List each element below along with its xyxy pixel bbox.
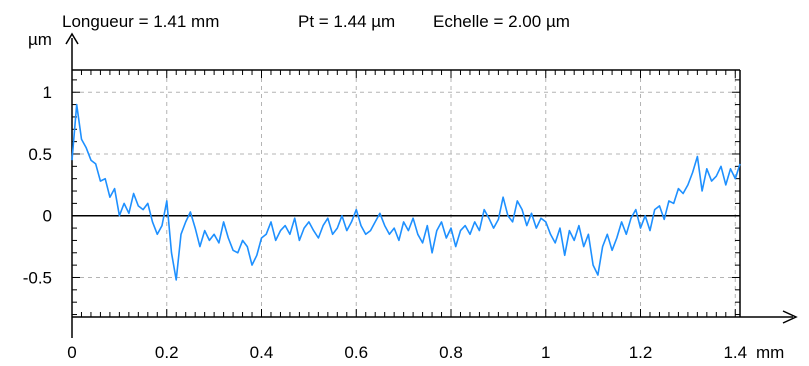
length-label: Longueur = 1.41 mm: [62, 12, 219, 31]
y-unit-label: µm: [28, 30, 52, 49]
scale-label: Echelle = 2.00 µm: [433, 12, 570, 31]
grid-layer: [72, 70, 740, 317]
x-axis-arrow: [782, 310, 798, 324]
x-tick-label: 1.4: [723, 343, 747, 361]
x-tick-label: 0.2: [155, 343, 179, 361]
x-tick-label: 1: [541, 343, 550, 361]
x-tick-label: 0.8: [439, 343, 463, 361]
y-tick-label: 0: [43, 207, 52, 226]
profile-line: [71, 103, 741, 281]
x-tick-label: 0: [67, 343, 76, 361]
y-axis-arrow: [65, 32, 79, 45]
header-layer: µm Longueur = 1.41 mm Pt = 1.44 µm Echel…: [28, 12, 784, 362]
axis-layer: [65, 32, 798, 338]
y-tick-label: 1: [43, 83, 52, 102]
x-unit-label: mm: [756, 343, 784, 361]
y-tick-label: -0.5: [23, 268, 52, 287]
y-tick-label: 0.5: [28, 145, 52, 164]
pt-label: Pt = 1.44 µm: [298, 12, 395, 31]
x-tick-label: 1.2: [629, 343, 653, 361]
label-layer: 0 0.2 0.4 0.6 0.8 1 1.2 1.4 1 0.5 0 -0.5: [23, 83, 747, 362]
series-layer: [71, 103, 741, 281]
x-tick-label: 0.6: [344, 343, 368, 361]
x-tick-label: 0.4: [250, 343, 274, 361]
